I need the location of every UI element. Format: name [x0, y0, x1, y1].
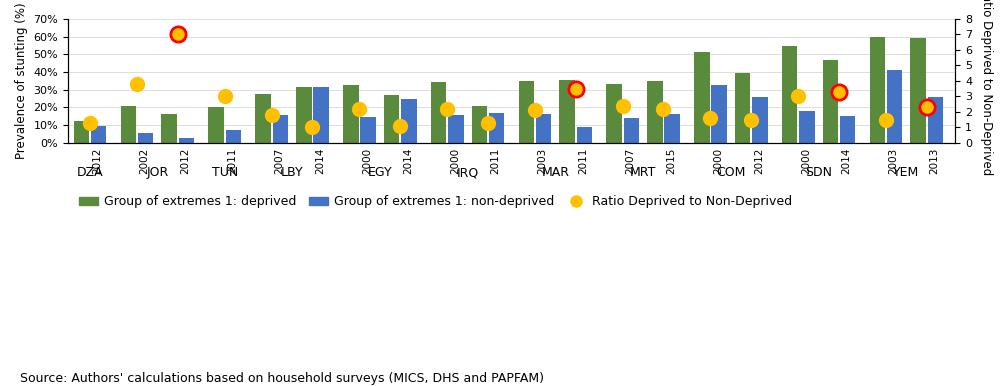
Bar — [782, 46, 797, 143]
Bar — [489, 113, 504, 143]
Text: DZA: DZA — [77, 166, 103, 179]
Bar — [255, 94, 271, 143]
Bar — [226, 130, 241, 143]
Bar — [735, 73, 750, 143]
Bar — [384, 95, 399, 143]
Bar — [910, 39, 925, 143]
Bar — [430, 82, 447, 143]
Bar — [74, 121, 89, 143]
Bar — [799, 111, 814, 143]
Bar — [161, 113, 176, 143]
Bar — [272, 115, 288, 143]
Bar — [712, 85, 727, 143]
Text: COM: COM — [716, 166, 746, 179]
Text: MAR: MAR — [541, 166, 570, 179]
Bar — [559, 80, 575, 143]
Bar — [209, 107, 224, 143]
Bar — [840, 116, 856, 143]
Text: Source: Authors' calculations based on household surveys (MICS, DHS and PAPFAM): Source: Authors' calculations based on h… — [20, 372, 544, 385]
Text: MRT: MRT — [630, 166, 656, 179]
Bar — [606, 85, 622, 143]
Bar — [178, 138, 195, 143]
Bar — [927, 97, 943, 143]
Bar — [624, 118, 639, 143]
Text: SDN: SDN — [805, 166, 832, 179]
Bar — [449, 115, 464, 143]
Bar — [823, 60, 838, 143]
Text: IRQ: IRQ — [457, 166, 479, 179]
Bar — [360, 117, 376, 143]
Bar — [695, 52, 710, 143]
Bar — [91, 126, 107, 143]
Bar — [121, 106, 136, 143]
Bar — [577, 127, 592, 143]
Bar — [343, 85, 359, 143]
Bar — [536, 113, 551, 143]
Y-axis label: Prevalence of stunting (%): Prevalence of stunting (%) — [15, 3, 28, 159]
Bar — [138, 133, 153, 143]
Bar — [647, 81, 662, 143]
Bar — [518, 81, 534, 143]
Bar — [472, 106, 487, 143]
Text: TUN: TUN — [212, 166, 238, 179]
Bar — [313, 87, 329, 143]
Bar — [870, 37, 885, 143]
Text: YEM: YEM — [893, 166, 919, 179]
Legend: Group of extremes 1: deprived, Group of extremes 1: non-deprived, Ratio Deprived: Group of extremes 1: deprived, Group of … — [75, 190, 797, 213]
Bar — [887, 70, 902, 143]
Text: LBY: LBY — [281, 166, 303, 179]
Bar — [296, 87, 311, 143]
Text: EGY: EGY — [368, 166, 392, 179]
Y-axis label: Ratio Deprived to Non-Deprived: Ratio Deprived to Non-Deprived — [980, 0, 993, 176]
Bar — [752, 97, 768, 143]
Bar — [401, 98, 416, 143]
Bar — [664, 113, 679, 143]
Text: JOR: JOR — [146, 166, 168, 179]
